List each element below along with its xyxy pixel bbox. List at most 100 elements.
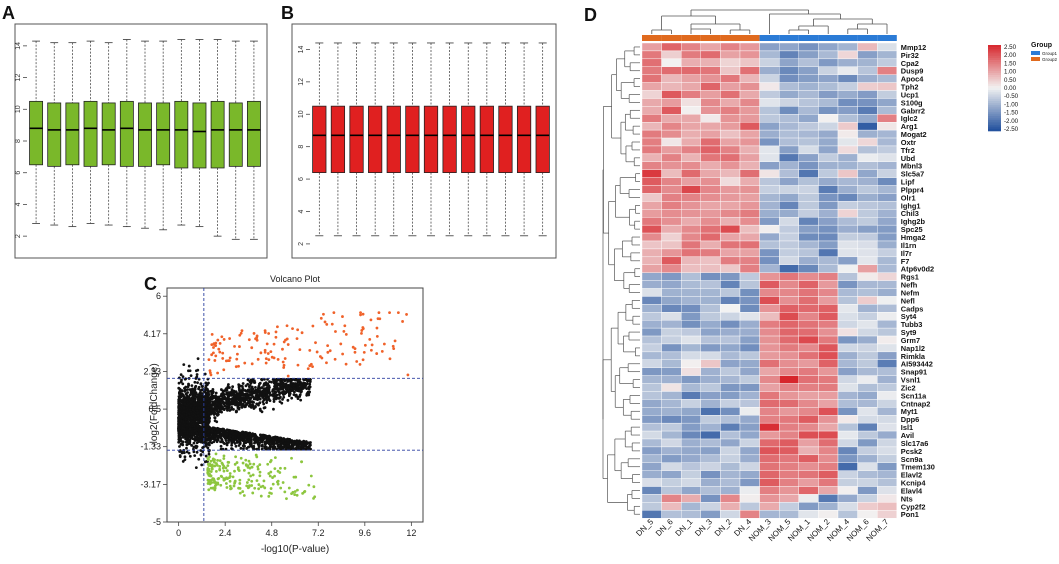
heatmap-cell — [799, 423, 819, 431]
volcano-point — [238, 401, 241, 404]
heatmap-cell — [877, 162, 897, 170]
heatmap-cell — [858, 273, 878, 281]
heatmap-cell — [799, 296, 819, 304]
volcano-point-up — [401, 320, 404, 323]
volcano-point-down — [256, 465, 259, 468]
heatmap-cell — [720, 138, 740, 146]
heatmap-cell — [838, 439, 858, 447]
volcano-point-down — [263, 486, 266, 489]
volcano-point-up — [283, 364, 286, 367]
heatmap-cell — [701, 502, 721, 510]
heatmap-cell — [760, 75, 780, 83]
heatmap-cell — [662, 91, 682, 99]
volcano-point-up — [378, 311, 381, 314]
volcano-point — [244, 405, 247, 408]
heatmap-cell — [701, 75, 721, 83]
volcano-point — [272, 392, 275, 395]
volcano-point-down — [241, 490, 244, 493]
heatmap-cell — [642, 312, 662, 320]
heatmap-cell — [642, 241, 662, 249]
heatmap-cell — [740, 479, 760, 487]
volcano-xtick-label: 4.8 — [265, 528, 278, 538]
heatmap-cell — [818, 241, 838, 249]
heatmap-cell — [779, 273, 799, 281]
heatmap-cell — [858, 186, 878, 194]
heatmap-cell — [720, 201, 740, 209]
heatmap-cell — [877, 281, 897, 289]
heatmap-cell — [740, 43, 760, 51]
heatmap-cell — [720, 83, 740, 91]
volcano-point-down — [268, 492, 271, 495]
volcano-point — [254, 386, 257, 389]
volcano-point-up — [296, 328, 299, 331]
volcano-point-down — [247, 478, 250, 481]
heatmap-cell — [701, 67, 721, 75]
volcano-point-up — [287, 375, 290, 378]
boxplot-b-box — [536, 106, 549, 172]
heatmap-cell — [799, 273, 819, 281]
heatmap-cell — [838, 83, 858, 91]
heatmap-cell — [858, 257, 878, 265]
heatmap-column-label: DN_1 — [674, 517, 695, 538]
volcano-point — [231, 431, 234, 434]
volcano-point-down — [284, 467, 287, 470]
heatmap-cell — [877, 75, 897, 83]
volcano-point — [268, 436, 271, 439]
volcano-point — [183, 390, 186, 393]
heatmap-cell — [701, 415, 721, 423]
boxplot-b-box — [387, 106, 400, 172]
volcano-point — [259, 392, 262, 395]
heatmap-cell — [681, 51, 701, 59]
heatmap-cell — [858, 249, 878, 257]
volcano-point-up — [286, 324, 289, 327]
volcano-point — [219, 398, 222, 401]
heatmap-cell — [681, 225, 701, 233]
volcano-point-up — [219, 342, 222, 345]
boxplot-a-box — [193, 103, 206, 168]
heatmap-cell — [720, 510, 740, 518]
heatmap-cell — [740, 352, 760, 360]
heatmap-cell — [720, 233, 740, 241]
heatmap-cell — [662, 193, 682, 201]
heatmap-cell — [779, 336, 799, 344]
heatmap-cell — [877, 399, 897, 407]
volcano-point-down — [248, 460, 251, 463]
volcano-point — [252, 401, 255, 404]
heatmap-cell — [858, 233, 878, 241]
heatmap-cell — [720, 487, 740, 495]
volcano-point — [213, 438, 216, 441]
heatmap-cell — [642, 91, 662, 99]
volcano-point — [178, 422, 181, 425]
heatmap-cell — [818, 257, 838, 265]
volcano-point — [216, 409, 219, 412]
volcano-point — [194, 388, 197, 391]
volcano-point — [231, 385, 234, 388]
heatmap-cell — [779, 463, 799, 471]
volcano-point-up — [389, 357, 392, 360]
volcano-point — [218, 396, 221, 399]
heatmap-cell — [760, 146, 780, 154]
heatmap-cell — [779, 249, 799, 257]
heatmap-cell — [799, 67, 819, 75]
heatmap-cell — [877, 186, 897, 194]
heatmap-cell — [838, 510, 858, 518]
volcano-point-up — [238, 345, 241, 348]
heatmap-cell — [858, 51, 878, 59]
heatmap-cell — [740, 98, 760, 106]
volcano-point — [192, 406, 195, 409]
heatmap-cell — [779, 510, 799, 518]
volcano-point-up — [297, 364, 300, 367]
volcano-point-up — [214, 354, 217, 357]
volcano-point-down — [279, 487, 282, 490]
volcano-point-up — [221, 357, 224, 360]
volcano-point-down — [253, 487, 256, 490]
volcano-point — [188, 396, 191, 399]
heatmap-cell — [662, 257, 682, 265]
heatmap-cell — [720, 162, 740, 170]
heatmap-cell — [720, 217, 740, 225]
volcano-point — [195, 445, 198, 448]
volcano-point-up — [301, 331, 304, 334]
heatmap-cell — [681, 233, 701, 241]
volcano-point-down — [211, 487, 214, 490]
heatmap-cell — [662, 368, 682, 376]
